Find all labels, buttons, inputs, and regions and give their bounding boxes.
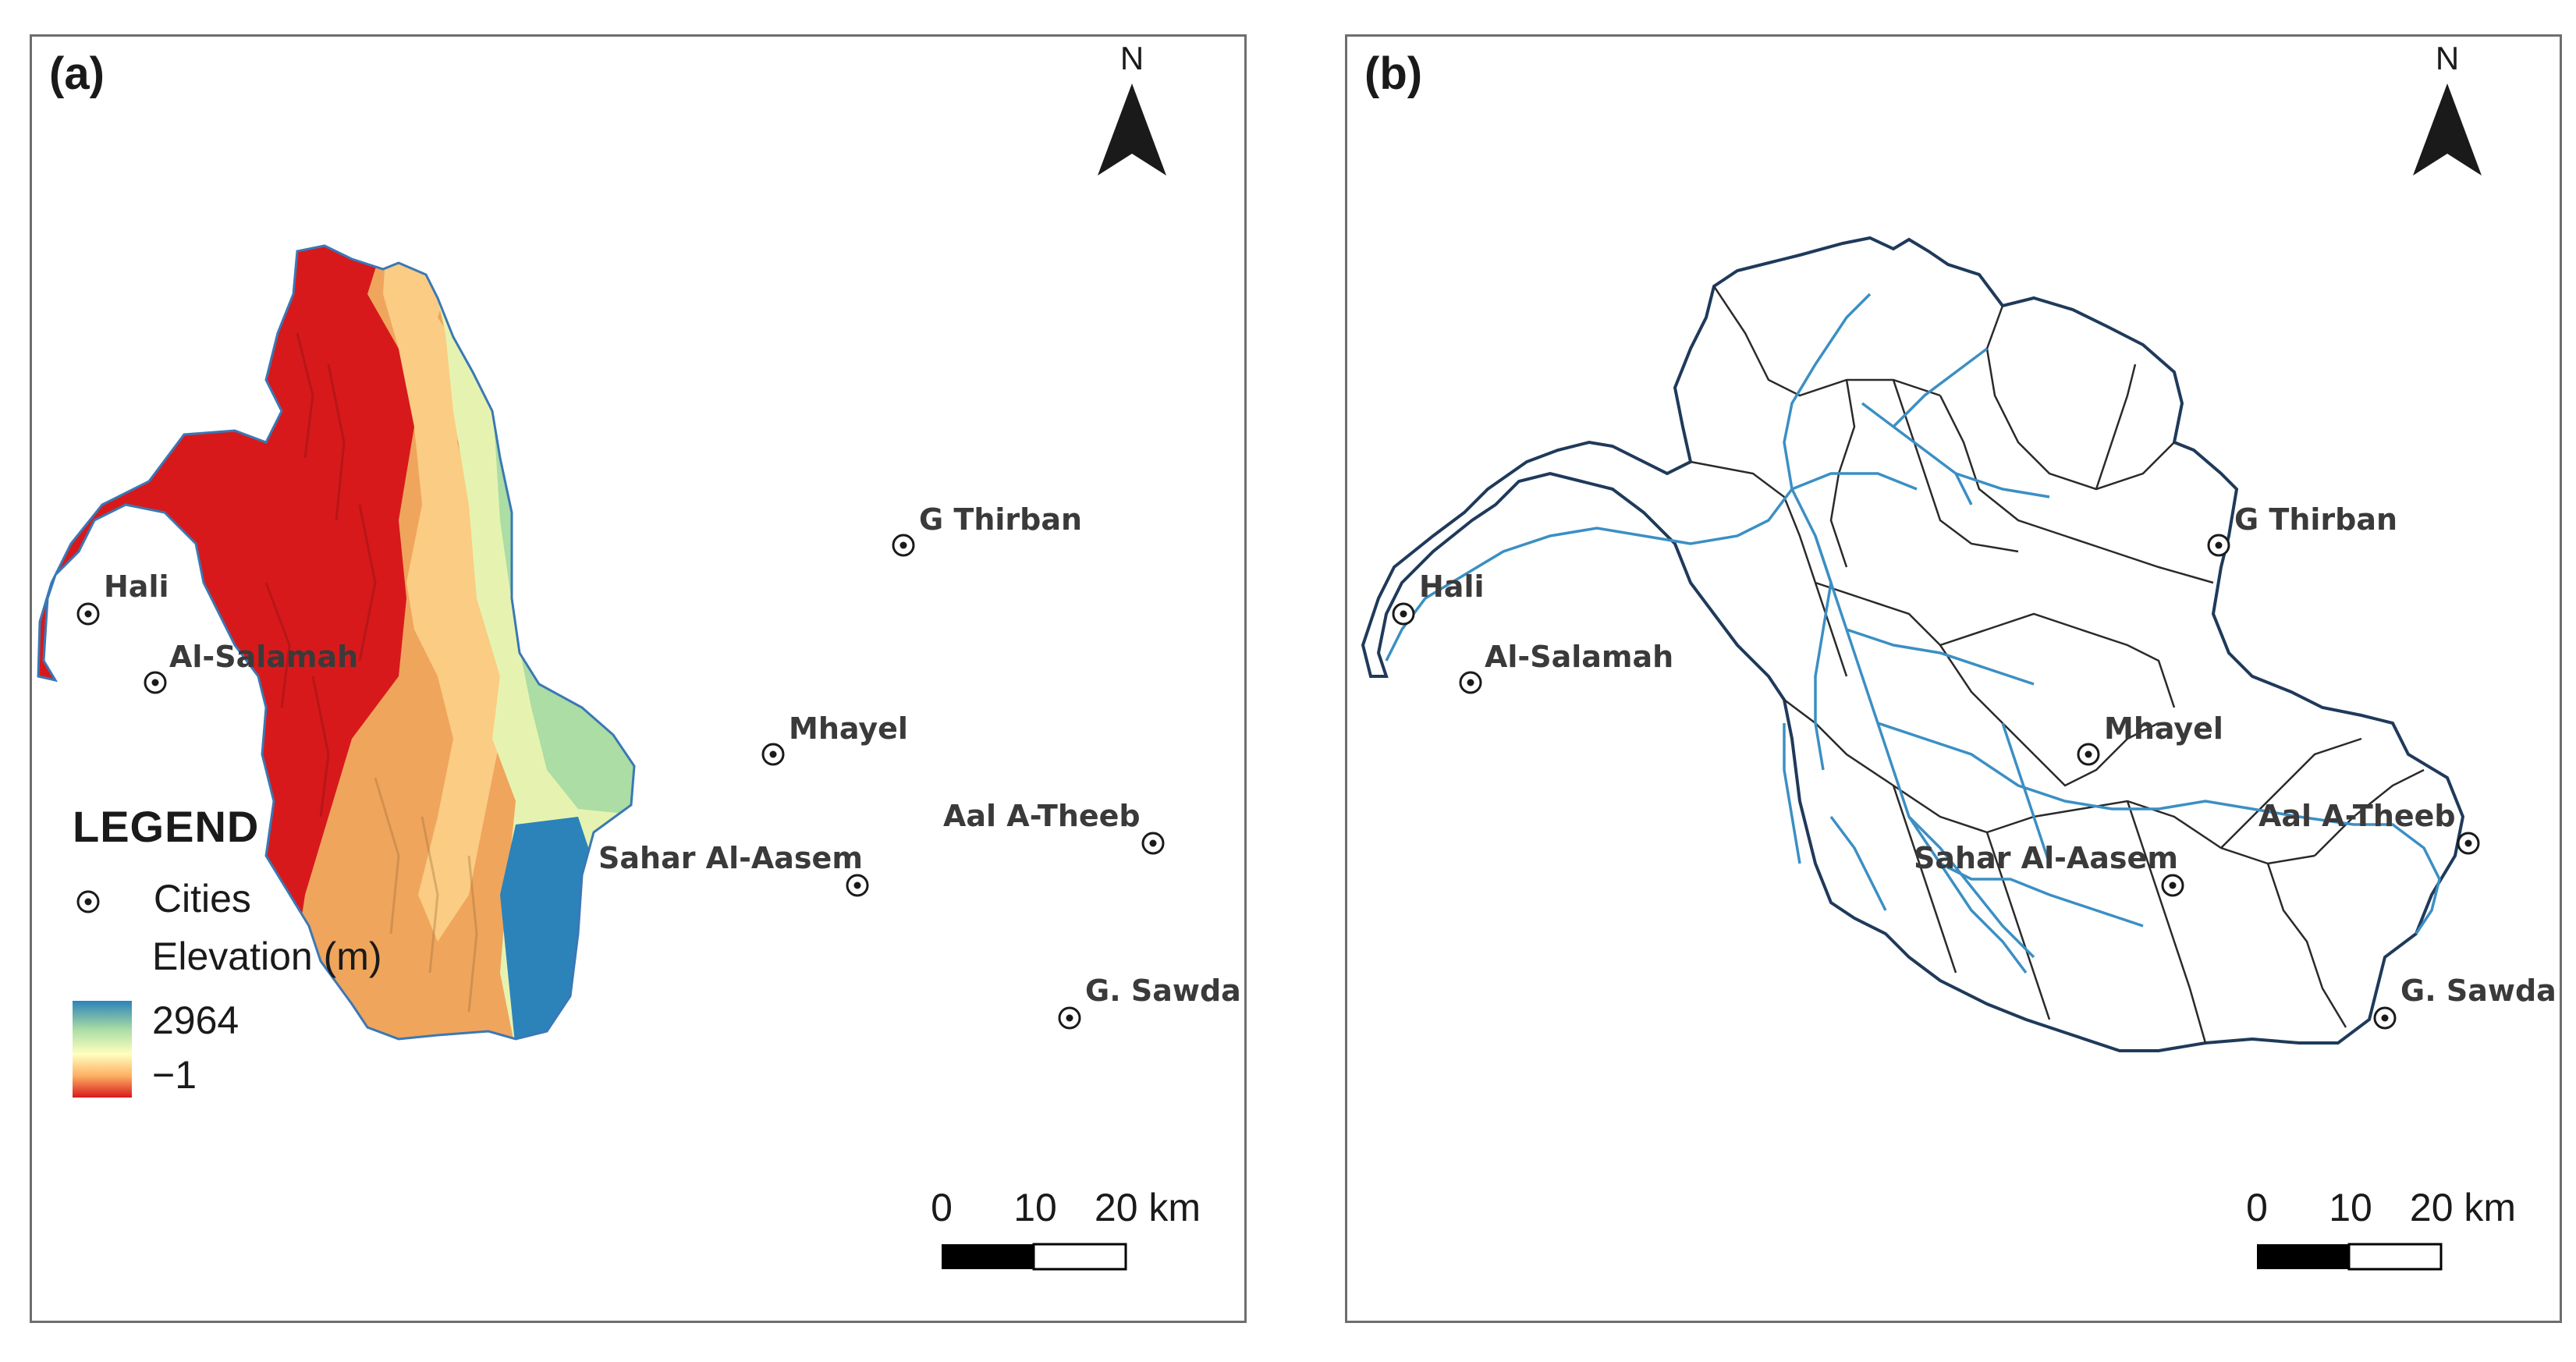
legend-cities-label: Cities [153,877,251,920]
city-label-hali: Hali [1419,569,1485,604]
city-marker [2457,832,2480,855]
basin-boundary [1361,236,2465,1052]
city-marker [761,743,785,766]
city-label-g-sawda: G. Sawda [1085,974,1241,1008]
city-marker [2077,743,2100,766]
drainage-map: Hali Al-Salamah G Thirban Mhayel Aal A-T… [1361,40,2556,1271]
city-marker [1459,671,1482,694]
legend-min-value: −1 [152,1053,197,1097]
north-label: N [2436,40,2459,76]
city-marker [76,602,100,626]
legend-max-value: 2964 [152,998,240,1042]
basin-boundary [37,244,636,1041]
legend-elevation-title: Elevation (m) [152,935,382,978]
scale-bar: 0 10 20 km [2246,1186,2516,1271]
city-marker [1058,1006,1081,1030]
city-label-sahar-al-aasem: Sahar Al-Aasem [598,841,863,875]
city-marker [2161,874,2184,897]
drainage-map-panel: (b) [1345,34,2562,1323]
scale-label-10: 10 [2329,1186,2372,1229]
city-label-aal-a-theeb: Aal A-Theeb [2258,799,2456,833]
city-symbol-icon [76,890,100,913]
city-label-al-salamah: Al-Salamah [1485,640,1673,674]
north-arrow: N [2413,40,2482,176]
panel-label-b: (b) [1364,48,1423,99]
scale-label-0: 0 [2246,1186,2268,1229]
city-marker [2373,1006,2397,1030]
city-label-hali: Hali [104,569,169,604]
north-arrow: N [1098,40,1166,176]
city-marker [846,874,869,897]
scale-label-0: 0 [931,1186,953,1229]
city-marker [144,671,167,694]
city-label-al-salamah: Al-Salamah [169,640,358,674]
panel-label-a: (a) [49,48,105,99]
city-marker [892,534,915,557]
scale-label-20: 20 km [2410,1186,2516,1229]
city-label-g-sawda: G. Sawda [2400,974,2556,1008]
scale-label-20: 20 km [1095,1186,1201,1229]
scale-label-10: 10 [1013,1186,1057,1229]
legend-cities-row: Cities [73,876,251,921]
city-label-aal-a-theeb: Aal A-Theeb [943,799,1141,833]
city-label-g-thirban: G Thirban [2234,502,2397,537]
city-label-mhayel: Mhayel [2104,711,2223,746]
legend-title: LEGEND [73,802,260,851]
scale-bar: 0 10 20 km [931,1186,1201,1271]
subbasin-lines [1690,286,2425,1044]
north-label: N [1120,40,1144,76]
city-label-mhayel: Mhayel [789,711,908,746]
city-marker [2207,534,2230,557]
elevation-map: Hali Al-Salamah G Thirban Mhayel Aal A-T… [37,40,1241,1271]
city-marker [1392,602,1415,626]
map-legend: LEGEND Cities Elevation (m) 2964 −1 [73,801,382,1098]
stream-network [1385,293,2441,974]
elevation-map-panel: (a) [30,34,1247,1323]
city-marker [1141,832,1165,855]
city-label-sahar-al-aasem: Sahar Al-Aasem [1914,841,2178,875]
elevation-color-ramp [73,1001,132,1098]
city-label-g-thirban: G Thirban [919,502,1082,537]
